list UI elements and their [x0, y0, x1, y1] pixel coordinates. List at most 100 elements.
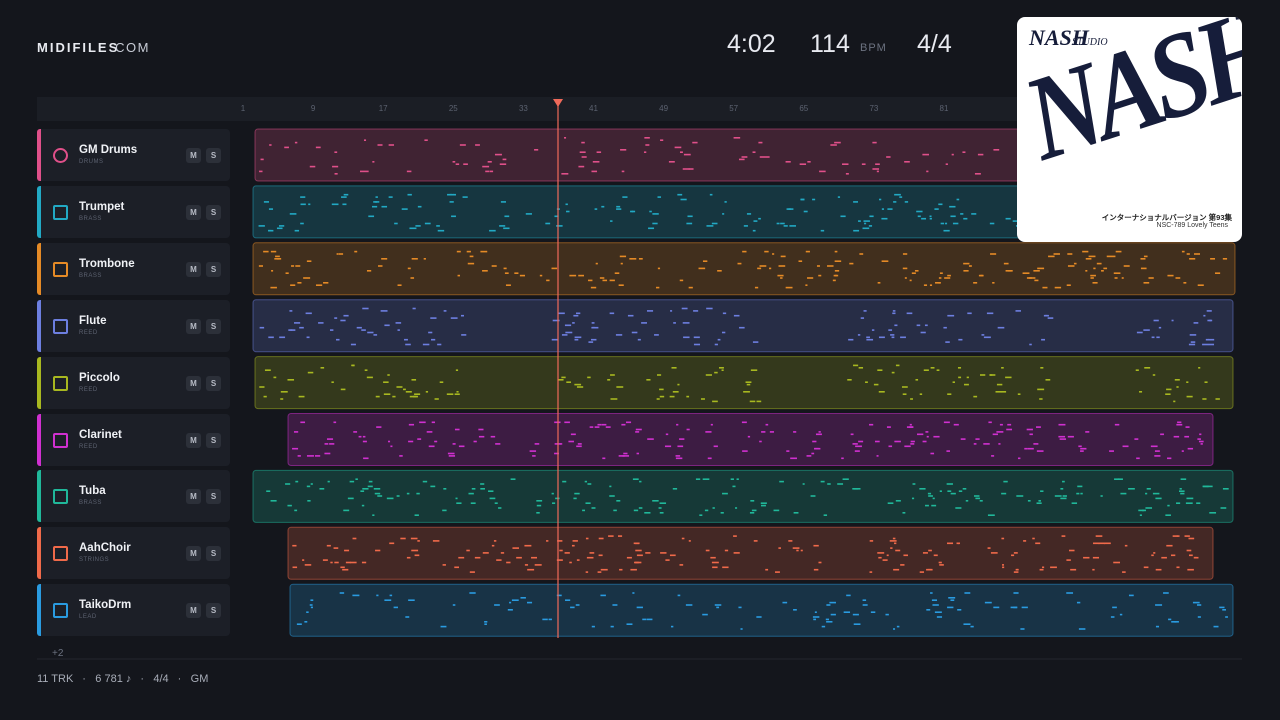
note: [480, 483, 485, 485]
note: [863, 310, 867, 312]
note: [620, 262, 623, 265]
track-icon: [53, 148, 68, 163]
note: [997, 326, 1005, 329]
mute-button[interactable]: M: [186, 318, 201, 334]
note: [1167, 504, 1170, 507]
note: [622, 196, 628, 198]
note: [866, 336, 870, 339]
note: [452, 443, 456, 445]
note: [1156, 336, 1160, 339]
solo-button[interactable]: S: [206, 318, 221, 334]
solo-button[interactable]: S: [206, 489, 221, 505]
note: [355, 478, 358, 480]
note: [417, 438, 422, 440]
note: [1153, 552, 1156, 554]
note: [893, 201, 897, 203]
note: [498, 507, 502, 509]
note: [505, 284, 511, 286]
note: [1023, 540, 1027, 542]
note: [333, 421, 337, 424]
note: [569, 561, 572, 564]
note: [319, 488, 325, 490]
solo-button[interactable]: S: [206, 603, 221, 619]
solo-button[interactable]: S: [206, 375, 221, 391]
mute-button[interactable]: M: [186, 432, 201, 448]
mute-button[interactable]: M: [186, 489, 201, 505]
note: [821, 625, 826, 628]
note: [334, 317, 338, 319]
note: [454, 566, 460, 569]
note: [579, 151, 586, 153]
note: [443, 310, 447, 312]
note: [683, 153, 691, 156]
note: [776, 222, 780, 225]
mute-button[interactable]: M: [186, 261, 201, 277]
more-tracks[interactable]: +2: [52, 648, 64, 659]
note: [1090, 277, 1094, 279]
note: [693, 336, 700, 339]
note: [644, 512, 651, 514]
note: [1128, 488, 1135, 490]
note: [264, 369, 268, 371]
note: [722, 492, 728, 495]
note: [546, 540, 549, 542]
note: [287, 379, 295, 381]
solo-button[interactable]: S: [206, 148, 221, 163]
note: [300, 203, 306, 206]
note: [832, 279, 836, 282]
note: [569, 274, 577, 277]
note: [814, 611, 817, 613]
note: [1123, 265, 1130, 267]
note: [885, 613, 889, 616]
note: [818, 561, 822, 564]
mute-button[interactable]: M: [186, 204, 201, 220]
note: [454, 428, 460, 431]
note: [1013, 552, 1018, 554]
note: [576, 445, 582, 448]
note: [1093, 267, 1096, 270]
note: [403, 388, 406, 391]
note: [1173, 400, 1176, 403]
solo-button[interactable]: S: [206, 432, 221, 448]
note: [975, 438, 980, 440]
note: [539, 274, 543, 277]
note: [947, 274, 951, 277]
note: [439, 381, 444, 383]
note: [1098, 542, 1106, 545]
note: [475, 144, 480, 146]
note: [534, 149, 539, 151]
note: [529, 450, 537, 452]
note: [970, 625, 974, 628]
note: [1016, 495, 1024, 497]
note: [741, 156, 748, 158]
note: [610, 625, 614, 628]
note: [887, 208, 893, 210]
mute-button[interactable]: M: [186, 603, 201, 619]
note: [1219, 606, 1225, 609]
track-header: Tuba BRASS M S: [37, 470, 230, 523]
note: [1066, 592, 1074, 594]
note: [524, 564, 529, 566]
note: [631, 258, 637, 260]
note: [749, 512, 755, 514]
note: [570, 606, 575, 609]
solo-button[interactable]: S: [206, 261, 221, 277]
note: [554, 452, 559, 455]
note: [470, 502, 476, 504]
note: [713, 445, 718, 448]
note: [296, 623, 302, 625]
note: [613, 509, 617, 512]
mute-button[interactable]: M: [186, 148, 201, 163]
note: [675, 455, 681, 457]
note: [559, 443, 563, 445]
note: [843, 611, 851, 613]
note: [892, 537, 896, 540]
note: [769, 431, 775, 433]
solo-button[interactable]: S: [206, 546, 221, 562]
mute-button[interactable]: M: [186, 375, 201, 391]
solo-button[interactable]: S: [206, 204, 221, 220]
note: [602, 279, 608, 282]
note: [564, 324, 572, 327]
mute-button[interactable]: M: [186, 546, 201, 562]
note: [430, 338, 436, 341]
